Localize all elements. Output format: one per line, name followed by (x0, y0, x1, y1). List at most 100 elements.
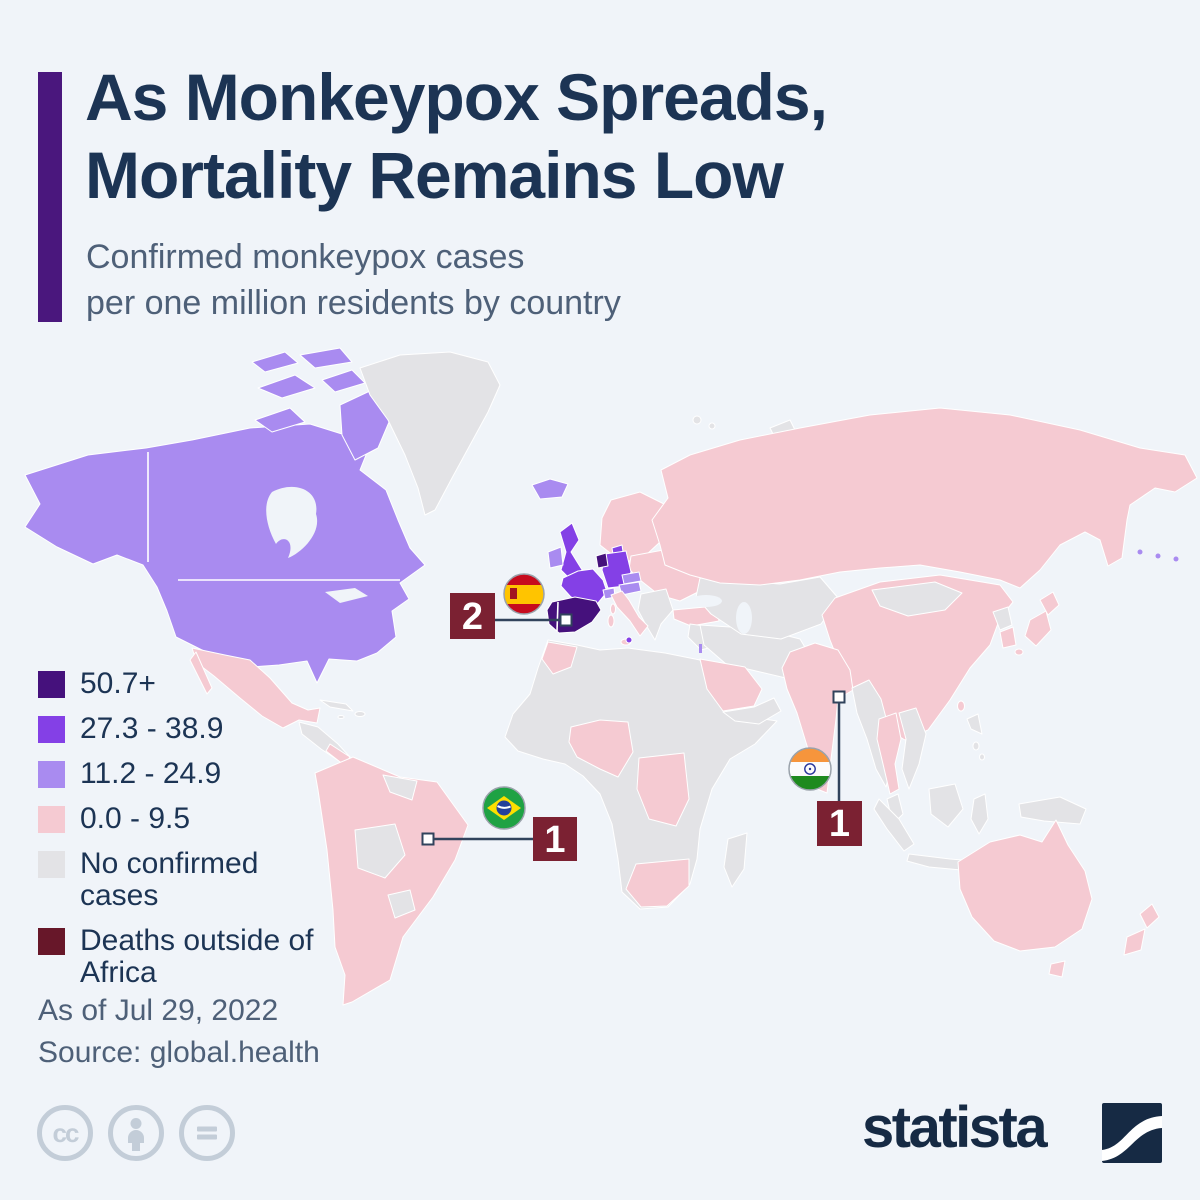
source-line: Source: global.health (38, 1036, 320, 1069)
title-line-2: Mortality Remains Low (85, 138, 784, 212)
india-deaths-box (817, 801, 862, 846)
map-region-south-america (314, 756, 469, 1006)
annotation-spain: 2 (450, 573, 573, 639)
map-aleutians (1173, 556, 1179, 562)
map-malta (625, 636, 633, 644)
legend-label-bin4: 0.0 - 9.5 (80, 802, 191, 835)
map-corsica (610, 603, 616, 615)
legend-swatch-bin3 (38, 761, 65, 788)
map-hispaniola (354, 711, 366, 717)
map-south-africa (625, 858, 690, 908)
svg-text:cc: cc (53, 1118, 79, 1148)
statista-wordmark: statista (862, 1095, 1048, 1160)
map-ireland (547, 546, 564, 569)
as-of-date: As of Jul 29, 2022 (38, 994, 279, 1027)
brazil-deaths-box (533, 817, 577, 861)
map-netherlands (595, 552, 609, 569)
legend-label-bin1: 50.7+ (80, 667, 156, 700)
legend-swatch-no-cases (38, 851, 65, 878)
map-new-zealand (1123, 903, 1160, 956)
subtitle-line-2: per one million residents by country (86, 284, 621, 322)
legend-swatch-bin1 (38, 671, 65, 698)
legend-swatch-bin2 (38, 716, 65, 743)
map-japan-south (1014, 648, 1024, 656)
spain-anchor-square (559, 613, 573, 627)
map-russia (651, 407, 1198, 589)
map-australia (957, 819, 1093, 952)
legend-item-bin1: 50.7+ (38, 668, 338, 700)
cc-icon: cc (37, 1105, 93, 1161)
spain-flag-icon (503, 573, 545, 615)
map-jamaica (337, 715, 345, 719)
map-region-asia (651, 407, 1198, 872)
brazil-deaths-count: 1 (544, 819, 565, 861)
map-baja (189, 651, 213, 695)
map-yemen-oman (722, 697, 782, 725)
map-france (560, 568, 608, 607)
map-thailand (876, 712, 902, 795)
map-sumatra (873, 798, 915, 852)
legend: 50.7+ 27.3 - 38.9 11.2 - 24.9 0.0 - 9.5 … (38, 668, 338, 1002)
map-philippines (972, 741, 980, 751)
page-title: As Monkeypox Spreads, Mortality Remains … (85, 58, 828, 214)
legend-label-bin3: 11.2 - 24.9 (80, 757, 222, 790)
annotation-india: 1 (788, 690, 862, 846)
subtitle-line-1: Confirmed monkeypox cases (86, 238, 525, 276)
map-guyanas (382, 774, 418, 801)
india-deaths-count: 1 (829, 803, 850, 845)
map-taiwan (957, 700, 965, 712)
map-iceland (531, 478, 569, 500)
map-hudson-bay (266, 486, 318, 558)
india-flag-icon (788, 747, 832, 791)
map-greenland (359, 351, 501, 516)
statista-logo-icon (1102, 1103, 1162, 1163)
map-great-lakes (325, 588, 368, 603)
map-svalbard (708, 422, 716, 430)
map-borneo (928, 783, 964, 828)
map-aleutians (1155, 553, 1161, 559)
title-line-1: As Monkeypox Spreads, (85, 60, 828, 134)
map-region-central-america (189, 647, 366, 766)
attribution-icon (108, 1105, 164, 1161)
legend-swatch-deaths (38, 928, 65, 955)
legend-item-deaths: Deaths outside of Africa (38, 925, 338, 989)
license-icons: cc (36, 1104, 236, 1162)
map-south-america (314, 756, 469, 1006)
annotation-brazil: 1 (421, 786, 577, 861)
map-portugal-border (556, 601, 559, 632)
map-caspian-sea (736, 602, 752, 634)
map-balkans-greece (637, 588, 674, 641)
map-morocco (541, 641, 578, 675)
map-svalbard (692, 415, 702, 425)
map-philippines (979, 753, 985, 761)
map-paraguay (387, 889, 416, 919)
map-madagascar (723, 832, 748, 888)
map-tasmania (1048, 960, 1066, 978)
map-mongolia (871, 581, 963, 617)
map-new-guinea (1018, 796, 1087, 825)
map-israel (699, 644, 702, 653)
legend-item-bin4: 0.0 - 9.5 (38, 803, 338, 835)
map-cuba (319, 699, 354, 712)
map-bolivia (354, 823, 406, 879)
map-region-north-america (24, 347, 1179, 684)
map-japan (1024, 591, 1060, 647)
map-czechia (621, 571, 642, 585)
map-usa-canada (24, 423, 426, 684)
map-arctic-islands (251, 347, 393, 461)
legend-item-no-cases: No confirmed cases (38, 848, 338, 912)
map-vietnam-laos (898, 707, 927, 790)
india-anchor-square (832, 690, 846, 704)
brazil-flag-icon (482, 786, 526, 830)
map-philippines (966, 713, 983, 735)
legend-label-no-cases: No confirmed cases (80, 847, 259, 912)
brazil-anchor-square (421, 832, 435, 846)
map-aleutians (1137, 549, 1143, 555)
map-north-korea (992, 606, 1013, 631)
legend-label-bin2: 27.3 - 38.9 (80, 712, 224, 745)
map-black-sea (690, 595, 722, 607)
legend-label-deaths: Deaths outside of Africa (80, 924, 314, 989)
page-subtitle: Confirmed monkeypox cases per one millio… (86, 234, 621, 326)
map-sulawesi (970, 793, 989, 835)
